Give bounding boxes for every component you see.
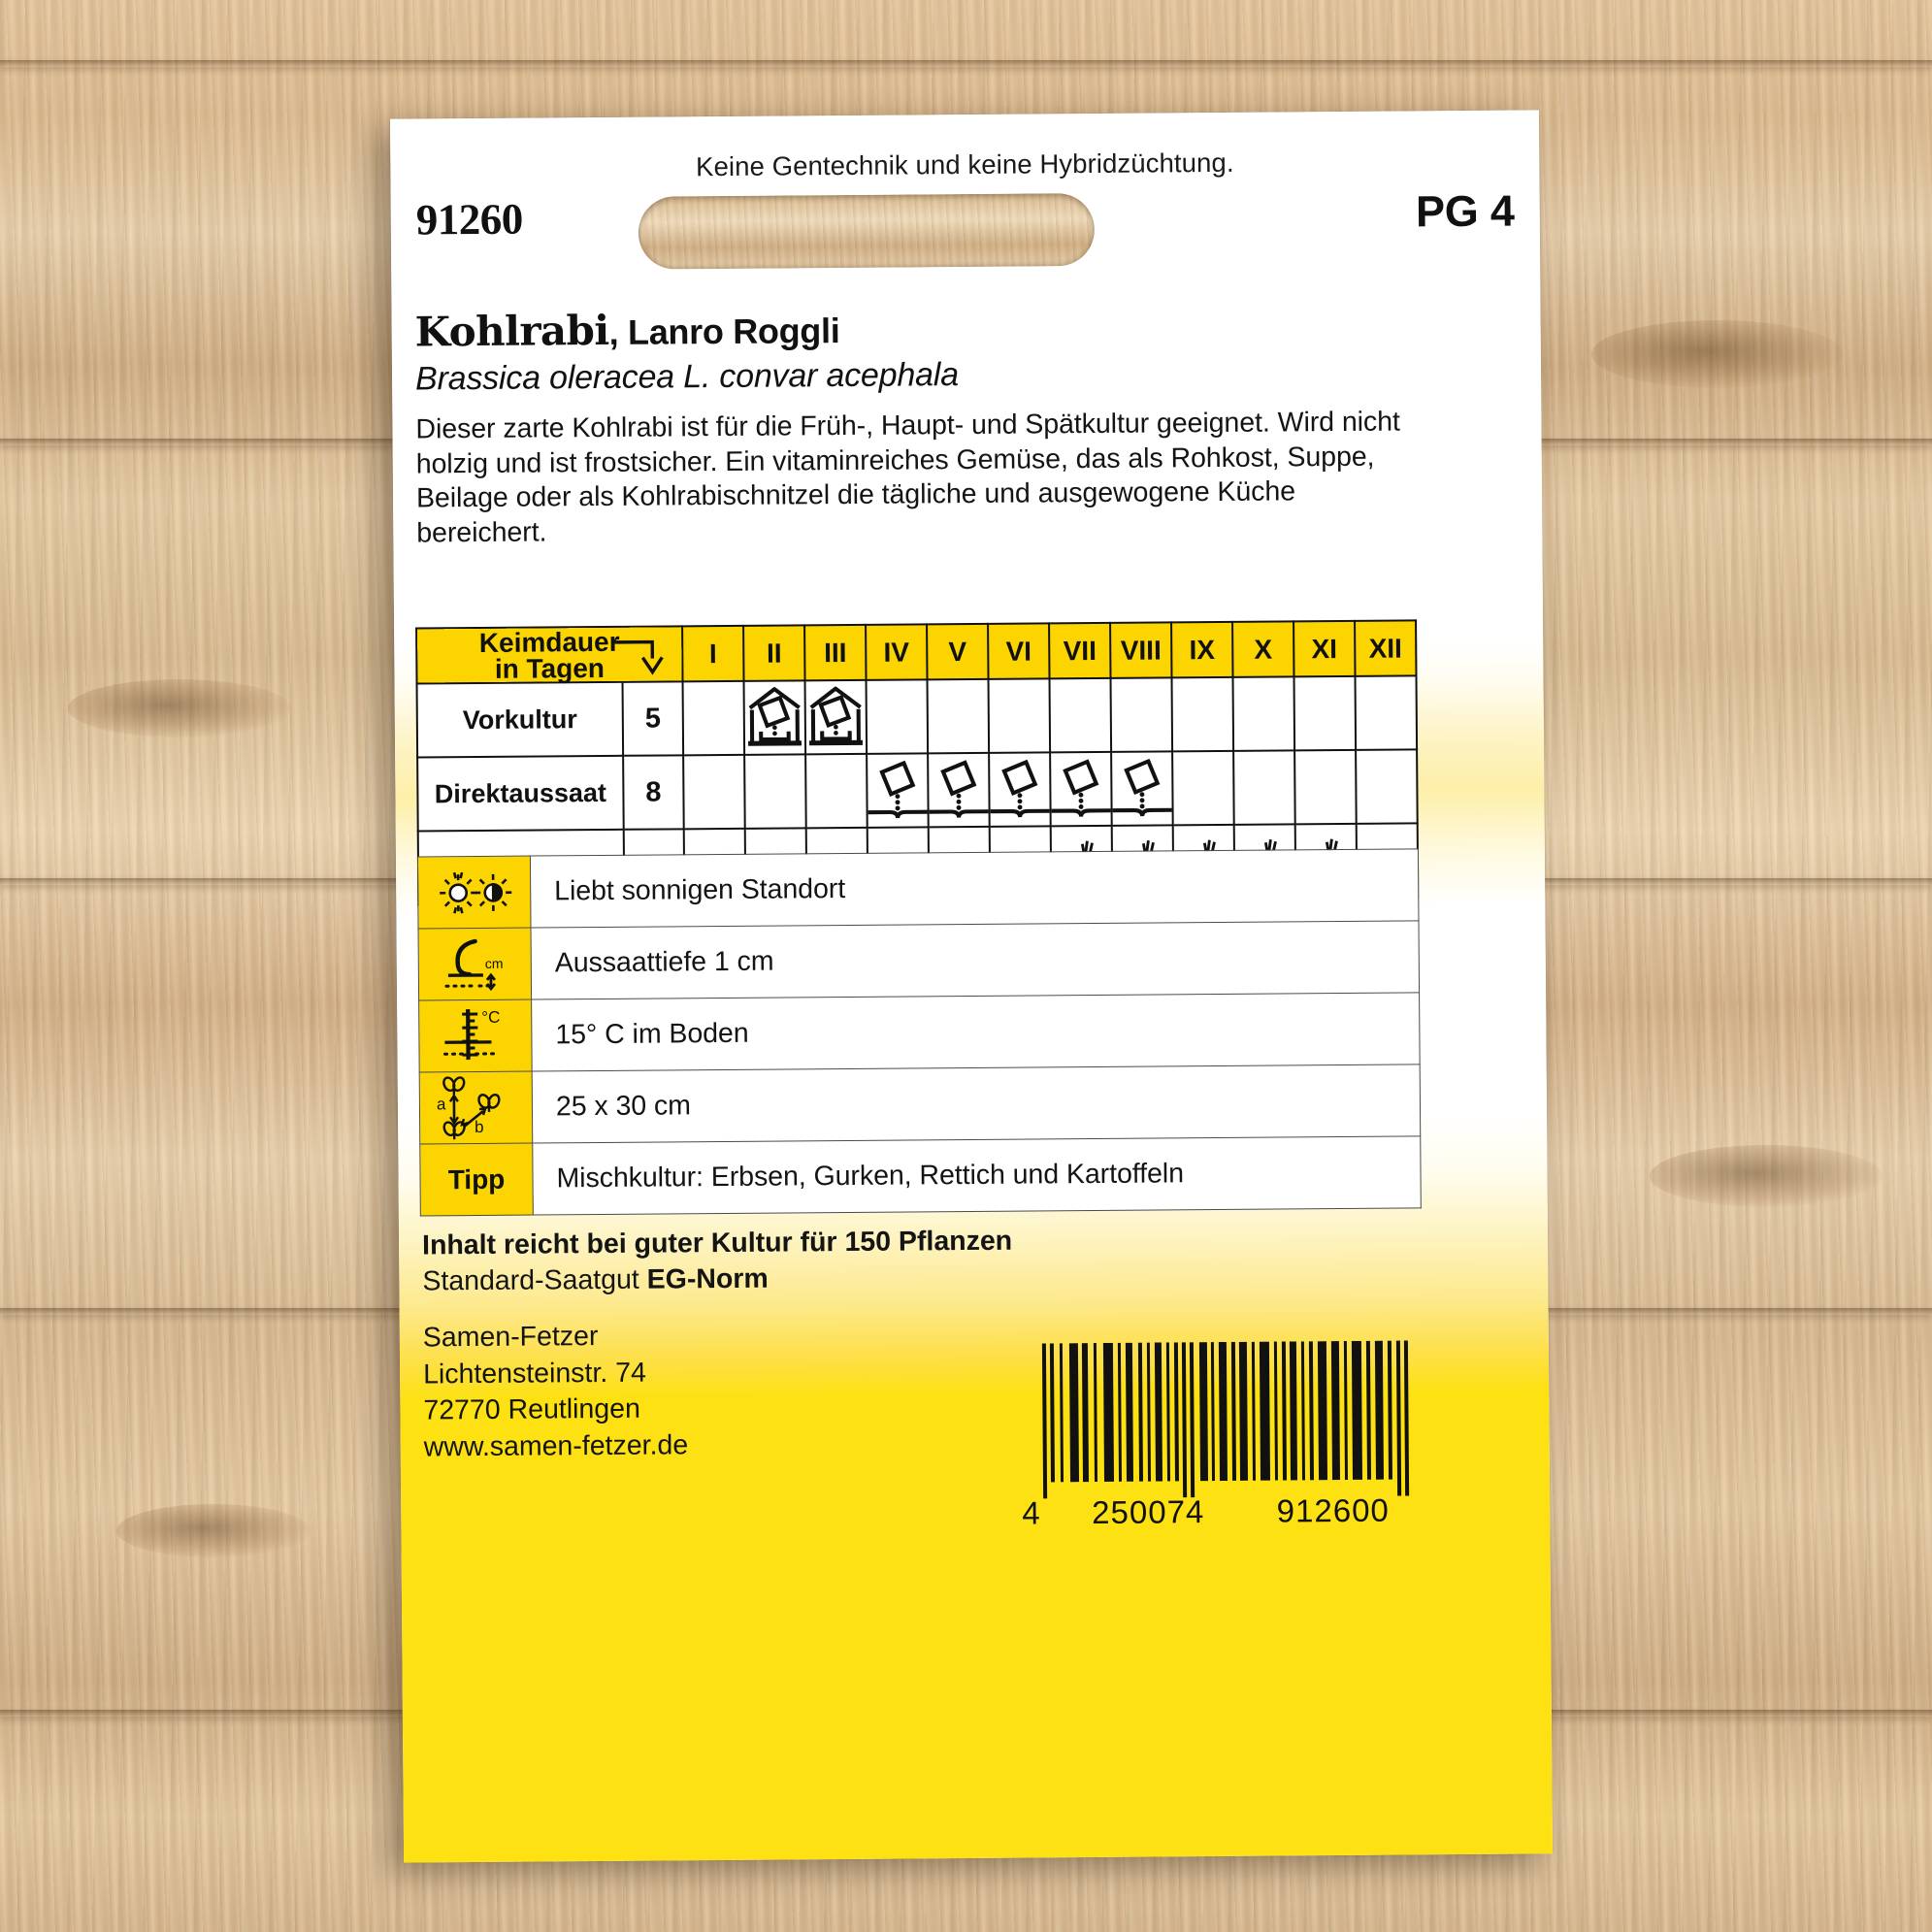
- svg-text:°C: °C: [481, 1007, 500, 1026]
- info-row-tipp: Tipp Mischkultur: Erbsen, Gurken, Rettic…: [419, 1135, 1422, 1216]
- standard-prefix: Standard-Saatgut: [422, 1263, 647, 1297]
- wood-knot: [116, 1504, 311, 1557]
- standard-bold: EG-Norm: [646, 1262, 769, 1295]
- product-title: Kohlrabi, Lanro Roggli: [414, 305, 840, 356]
- info-row-light: Liebt sonnigen Standort: [417, 848, 1419, 929]
- calendar-row-vorkultur: Vorkultur 5: [416, 675, 1418, 758]
- month-header-6: VI: [988, 623, 1050, 679]
- company-street: Lichtensteinstr. 74: [422, 1357, 646, 1390]
- month-header-7: VII: [1049, 622, 1111, 679]
- price-group: PG 4: [1415, 185, 1515, 237]
- cell-vorkultur-II: [743, 680, 806, 755]
- cell-direkt-I: [683, 754, 745, 830]
- cell-direkt-III: [805, 753, 868, 829]
- company-address: Samen-Fetzer Lichtensteinstr. 74 72770 R…: [423, 1318, 689, 1465]
- spacing-icon: a b: [419, 1071, 533, 1144]
- cell-direkt-VI: [989, 752, 1051, 827]
- info-text-depth: Aussaattiefe 1 cm: [531, 920, 1420, 1000]
- calendar-header-row: Keimdauer in Tagen I II III IV V VI VII: [416, 620, 1417, 684]
- latin-name: Brassica oleracea L. convar acephala: [414, 356, 959, 398]
- product-name: Kohlrabi: [414, 306, 609, 356]
- growing-info-table: Liebt sonnigen Standort cm Aussaattiefe …: [417, 848, 1422, 1216]
- article-number: 91260: [415, 194, 523, 245]
- plank-seam: [0, 60, 1932, 67]
- row-label-direktaussaat: Direktaussaat: [417, 755, 624, 832]
- info-text-temperature: 15° C im Boden: [531, 992, 1421, 1072]
- cell-direkt-VII: [1050, 751, 1112, 827]
- month-header-8: VIII: [1110, 622, 1172, 678]
- cell-vorkultur-I: [682, 680, 745, 756]
- cell-vorkultur-VIII: [1110, 677, 1173, 752]
- keimdauer-header: Keimdauer in Tagen: [416, 626, 683, 684]
- month-header-3: III: [804, 624, 867, 681]
- month-header-1: I: [682, 625, 744, 682]
- cell-vorkultur-XII: [1355, 675, 1418, 750]
- keimdauer-line2: in Tagen: [494, 652, 606, 684]
- sowing-depth-icon: cm: [418, 928, 532, 1000]
- row-label-vorkultur: Vorkultur: [416, 681, 624, 758]
- wood-knot: [1650, 1145, 1883, 1207]
- info-text-spacing: 25 x 30 cm: [532, 1064, 1421, 1144]
- cell-direkt-VIII: [1111, 751, 1173, 826]
- wood-knot: [68, 679, 291, 737]
- month-header-2: II: [743, 625, 805, 681]
- hang-hole: [638, 192, 1096, 270]
- barcode-digit-group-1: 4: [1022, 1494, 1041, 1531]
- cell-vorkultur-X: [1232, 676, 1295, 751]
- cell-direkt-IV: [867, 753, 929, 828]
- month-header-12: XII: [1355, 620, 1417, 676]
- barcode-digit-group-3: 912600: [1276, 1491, 1390, 1529]
- svg-text:cm: cm: [484, 955, 503, 970]
- cell-direkt-XI: [1294, 749, 1357, 825]
- standard-note: Standard-Saatgut EG-Norm: [422, 1263, 769, 1298]
- month-header-5: V: [927, 623, 989, 680]
- info-text-tipp: Mischkultur: Erbsen, Gurken, Rettich und…: [532, 1135, 1422, 1216]
- wood-knot: [1591, 320, 1844, 388]
- month-header-9: IX: [1171, 621, 1233, 678]
- barcode-digit-group-2: 250074: [1092, 1493, 1205, 1531]
- description: Dieser zarte Kohlrabi ist für die Früh-,…: [415, 406, 1400, 548]
- cell-direkt-XII: [1356, 749, 1418, 824]
- cell-vorkultur-VII: [1049, 677, 1112, 753]
- seed-packet: Keine Gentechnik und keine Hybridzüchtun…: [389, 110, 1554, 1863]
- svg-text:a: a: [436, 1095, 445, 1113]
- month-header-10: X: [1232, 621, 1294, 677]
- svg-text:b: b: [475, 1117, 484, 1135]
- yield-note: Inhalt reicht bei guter Kultur für 150 P…: [421, 1225, 1013, 1261]
- cell-vorkultur-III: [804, 679, 868, 755]
- calendar-row-direktaussaat: Direktaussaat 8: [417, 749, 1418, 832]
- info-row-temperature: °C 15° C im Boden: [418, 992, 1421, 1072]
- cell-vorkultur-IX: [1171, 676, 1234, 752]
- info-text-light: Liebt sonnigen Standort: [530, 848, 1419, 929]
- cell-direkt-IX: [1172, 750, 1234, 826]
- cell-vorkultur-VI: [988, 678, 1051, 753]
- cell-direkt-II: [744, 754, 806, 829]
- cell-direkt-X: [1233, 750, 1295, 825]
- tipp-label: Tipp: [419, 1143, 534, 1216]
- sun-halfsun-icon: [417, 856, 532, 929]
- down-arrow-icon: [609, 637, 668, 679]
- row-days-vorkultur: 5: [622, 681, 684, 756]
- company-website[interactable]: www.samen-fetzer.de: [423, 1428, 689, 1462]
- cell-vorkultur-V: [927, 678, 990, 754]
- company-city: 72770 Reutlingen: [423, 1392, 640, 1426]
- company-name: Samen-Fetzer: [422, 1321, 599, 1354]
- cell-vorkultur-IV: [866, 679, 929, 754]
- product-variety: , Lanro Roggli: [608, 311, 840, 352]
- cell-direkt-V: [928, 752, 990, 828]
- cell-vorkultur-XI: [1293, 675, 1357, 751]
- thermometer-icon: °C: [418, 999, 533, 1072]
- info-row-spacing: a b 25 x 30 cm: [419, 1064, 1421, 1144]
- barcode-bars: [1041, 1340, 1410, 1499]
- month-header-4: IV: [866, 624, 928, 680]
- info-row-depth: cm Aussaattiefe 1 cm: [418, 920, 1420, 1000]
- barcode: 4 250074 912600: [1021, 1340, 1425, 1531]
- row-days-direktaussaat: 8: [623, 755, 684, 830]
- month-header-11: XI: [1293, 620, 1356, 677]
- barcode-numbers: 4 250074 912600: [1022, 1491, 1424, 1531]
